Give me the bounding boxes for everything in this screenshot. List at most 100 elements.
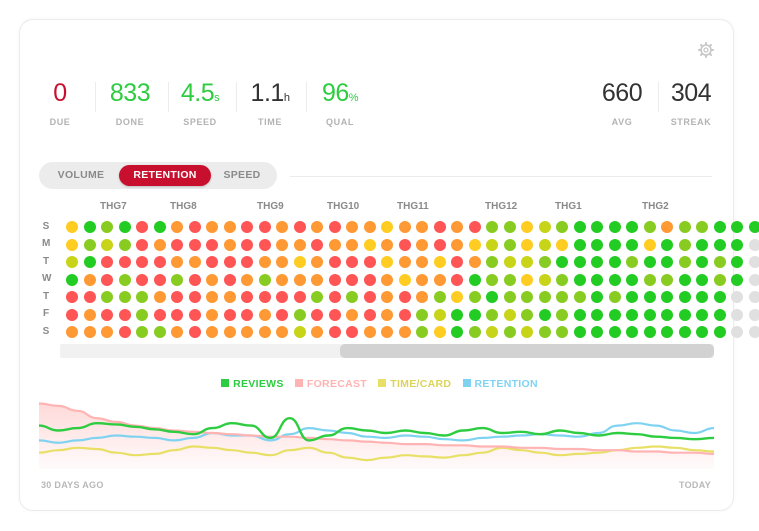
- heatmap-cell[interactable]: [188, 326, 201, 338]
- heatmap-cell[interactable]: [573, 291, 586, 303]
- heatmap-cell[interactable]: [451, 221, 463, 233]
- heatmap-cell[interactable]: [433, 308, 446, 321]
- heatmap-cell[interactable]: [241, 291, 253, 303]
- heatmap-cell[interactable]: [66, 326, 78, 338]
- tab-speed[interactable]: SPEED: [223, 169, 261, 181]
- heatmap-cell[interactable]: [503, 308, 516, 321]
- heatmap-cell[interactable]: [66, 291, 78, 303]
- heatmap-cell[interactable]: [153, 291, 166, 303]
- heatmap-cell[interactable]: [101, 221, 113, 233]
- heatmap-cell-empty[interactable]: [748, 326, 759, 338]
- heatmap-cell[interactable]: [486, 326, 498, 338]
- heatmap-cell[interactable]: [521, 291, 533, 303]
- heatmap-cell[interactable]: [118, 308, 131, 321]
- heatmap-cell[interactable]: [556, 256, 568, 268]
- heatmap-cell[interactable]: [258, 273, 271, 286]
- heatmap-cell[interactable]: [451, 326, 463, 338]
- heatmap-cell[interactable]: [171, 291, 183, 303]
- heatmap-cell[interactable]: [573, 256, 586, 268]
- heatmap-cell[interactable]: [241, 256, 253, 268]
- heatmap-cell[interactable]: [591, 221, 603, 233]
- heatmap-cell[interactable]: [206, 221, 218, 233]
- heatmap-cell[interactable]: [713, 221, 726, 233]
- heatmap-cell[interactable]: [381, 291, 393, 303]
- heatmap-cell[interactable]: [451, 291, 463, 303]
- heatmap-cell[interactable]: [521, 256, 533, 268]
- heatmap-cell[interactable]: [556, 308, 568, 321]
- heatmap-cell[interactable]: [521, 326, 533, 338]
- heatmap-cell[interactable]: [643, 326, 656, 338]
- heatmap-cell[interactable]: [328, 291, 341, 303]
- heatmap-cell[interactable]: [486, 238, 498, 251]
- heatmap-cell[interactable]: [83, 221, 96, 233]
- heatmap-cell[interactable]: [101, 238, 113, 251]
- heatmap-cell[interactable]: [276, 326, 288, 338]
- heatmap-cell[interactable]: [661, 256, 673, 268]
- heatmap-cell[interactable]: [678, 221, 691, 233]
- heatmap-cell[interactable]: [223, 291, 236, 303]
- heatmap-cell[interactable]: [521, 308, 533, 321]
- heatmap-cell[interactable]: [678, 238, 691, 251]
- heatmap-cell[interactable]: [451, 256, 463, 268]
- heatmap-scrollbar[interactable]: [60, 344, 714, 358]
- heatmap-cell[interactable]: [206, 256, 218, 268]
- heatmap-cell[interactable]: [258, 291, 271, 303]
- heatmap-cell[interactable]: [538, 221, 551, 233]
- heatmap-cell[interactable]: [713, 256, 726, 268]
- heatmap-cell[interactable]: [241, 221, 253, 233]
- heatmap-cell[interactable]: [451, 308, 463, 321]
- legend-time-card[interactable]: TIME/CARD: [378, 378, 451, 390]
- heatmap-cell[interactable]: [731, 256, 743, 268]
- heatmap-cell[interactable]: [136, 238, 148, 251]
- heatmap-cell[interactable]: [66, 256, 78, 268]
- heatmap-cell[interactable]: [311, 308, 323, 321]
- scrollbar-thumb[interactable]: [340, 344, 714, 358]
- heatmap-cell[interactable]: [136, 308, 148, 321]
- heatmap-cell[interactable]: [83, 238, 96, 251]
- heatmap-cell[interactable]: [503, 326, 516, 338]
- heatmap-cell[interactable]: [276, 256, 288, 268]
- heatmap-cell[interactable]: [433, 238, 446, 251]
- heatmap-cell[interactable]: [381, 308, 393, 321]
- heatmap-cell[interactable]: [696, 291, 708, 303]
- heatmap-cell[interactable]: [591, 238, 603, 251]
- heatmap-cell[interactable]: [83, 273, 96, 286]
- heatmap-cell[interactable]: [678, 326, 691, 338]
- heatmap-cell[interactable]: [608, 238, 621, 251]
- heatmap-cell[interactable]: [346, 256, 358, 268]
- heatmap-cell[interactable]: [416, 238, 428, 251]
- heatmap-cell[interactable]: [591, 308, 603, 321]
- heatmap-cell[interactable]: [66, 238, 78, 251]
- heatmap-cell[interactable]: [556, 221, 568, 233]
- heatmap-cell[interactable]: [626, 326, 638, 338]
- heatmap-cell[interactable]: [293, 221, 306, 233]
- heatmap-cell-empty[interactable]: [748, 238, 759, 251]
- heatmap-cell[interactable]: [643, 273, 656, 286]
- heatmap-cell[interactable]: [468, 291, 481, 303]
- heatmap-cell[interactable]: [136, 256, 148, 268]
- heatmap-cell[interactable]: [346, 308, 358, 321]
- gear-icon[interactable]: [698, 42, 714, 58]
- heatmap-cell-empty[interactable]: [748, 273, 759, 286]
- heatmap-cell[interactable]: [153, 256, 166, 268]
- heatmap-cell[interactable]: [83, 256, 96, 268]
- heatmap-cell[interactable]: [451, 238, 463, 251]
- heatmap-cell[interactable]: [83, 326, 96, 338]
- heatmap-cell[interactable]: [66, 273, 78, 286]
- heatmap-cell[interactable]: [573, 308, 586, 321]
- heatmap-cell[interactable]: [171, 326, 183, 338]
- heatmap-cell[interactable]: [398, 238, 411, 251]
- tab-retention[interactable]: RETENTION: [119, 165, 211, 186]
- heatmap-cell[interactable]: [328, 326, 341, 338]
- heatmap-cell[interactable]: [538, 273, 551, 286]
- heatmap-cell[interactable]: [66, 221, 78, 233]
- heatmap-cell[interactable]: [538, 308, 551, 321]
- heatmap-cell[interactable]: [538, 291, 551, 303]
- heatmap-cell[interactable]: [573, 221, 586, 233]
- heatmap-cell[interactable]: [293, 291, 306, 303]
- heatmap-cell[interactable]: [433, 256, 446, 268]
- heatmap-cell[interactable]: [136, 291, 148, 303]
- heatmap-cell[interactable]: [223, 273, 236, 286]
- heatmap-cell[interactable]: [381, 326, 393, 338]
- heatmap-cell[interactable]: [696, 273, 708, 286]
